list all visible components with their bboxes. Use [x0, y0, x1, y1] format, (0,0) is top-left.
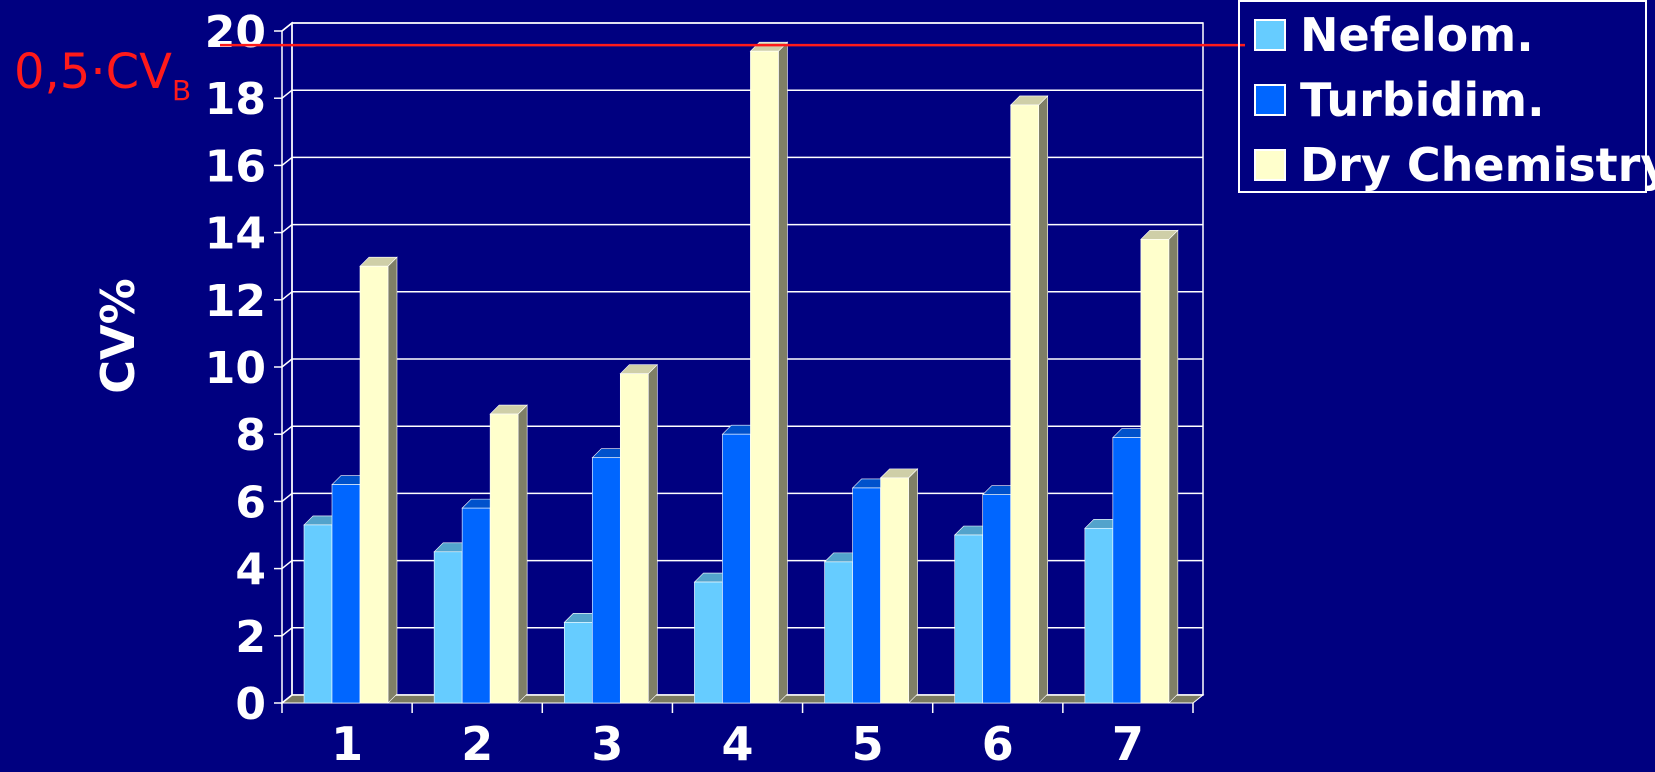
- gridline-depth: [281, 224, 293, 234]
- bar: [303, 524, 333, 704]
- bar: [1084, 527, 1114, 704]
- gridline-depth: [281, 425, 293, 435]
- y-tick-label: 4: [235, 545, 266, 596]
- x-tick-label: 7: [1112, 717, 1144, 768]
- bar-side: [517, 404, 528, 704]
- y-tick-label: 8: [235, 410, 266, 461]
- gridline-depth: [281, 560, 293, 570]
- reference-line-label: 0,5·CVB: [14, 44, 191, 107]
- y-tick-label: 12: [205, 276, 266, 327]
- legend-item-nefelom: Nefelom.: [1254, 8, 1534, 62]
- x-tick-label: 6: [982, 717, 1014, 768]
- bar: [750, 50, 779, 704]
- bar: [722, 433, 751, 704]
- y-tick-label: 2: [235, 612, 266, 663]
- bar: [694, 581, 723, 704]
- bar: [591, 457, 621, 704]
- x-tick-label: 1: [331, 717, 363, 768]
- legend-item-turbidim: Turbidim.: [1254, 73, 1545, 127]
- bar-side: [647, 363, 658, 704]
- bar: [331, 484, 361, 704]
- gridline-depth: [281, 89, 293, 99]
- bar: [824, 561, 853, 704]
- bar: [982, 494, 1012, 704]
- y-axis-label: CV%: [91, 278, 145, 394]
- bar: [433, 551, 463, 704]
- legend: Nefelom. Turbidim. Dry Chemistry: [1238, 0, 1655, 193]
- legend-label-turbidim: Turbidim.: [1300, 73, 1545, 127]
- y-tick-label: 10: [205, 343, 266, 394]
- bar-side: [1038, 95, 1049, 704]
- y-tick-label: 16: [205, 141, 266, 192]
- bar: [359, 265, 389, 704]
- gridline-depth: [281, 22, 293, 32]
- gridline-depth: [281, 156, 293, 166]
- legend-swatch-nefelom: [1254, 19, 1286, 51]
- y-tick-label: 6: [235, 477, 266, 528]
- bar-side: [1168, 229, 1179, 704]
- gridline-depth: [281, 492, 293, 502]
- legend-label-nefelom: Nefelom.: [1300, 8, 1534, 62]
- bar-side: [908, 468, 918, 704]
- legend-label-dry-chemistry: Dry Chemistry: [1300, 138, 1655, 192]
- gridline-depth: [281, 627, 293, 637]
- y-tick-label: 20: [205, 7, 266, 58]
- gridline-depth: [281, 291, 293, 301]
- bar: [1140, 239, 1170, 704]
- bar: [954, 534, 984, 704]
- gridline-depth: [281, 358, 293, 368]
- y-tick-label: 14: [205, 209, 266, 260]
- bar: [1112, 437, 1142, 704]
- bar: [1010, 104, 1040, 704]
- bar: [880, 477, 909, 704]
- x-tick-label: 3: [591, 717, 623, 768]
- x-tick-label: 4: [721, 717, 753, 768]
- legend-item-dry-chemistry: Dry Chemistry: [1254, 138, 1655, 192]
- x-tick-label: 2: [461, 717, 493, 768]
- bar: [489, 413, 519, 704]
- x-tick-label: 5: [852, 717, 884, 768]
- bar: [563, 622, 593, 704]
- reference-line-label-sub: B: [171, 74, 192, 107]
- bar-side: [778, 41, 788, 704]
- bar: [852, 487, 881, 704]
- y-tick-label: 0: [235, 679, 266, 730]
- bar: [619, 373, 649, 704]
- legend-swatch-dry-chemistry: [1254, 149, 1286, 181]
- bar-side: [387, 256, 398, 704]
- y-tick-label: 18: [205, 74, 266, 125]
- reference-line-label-main: 0,5·CV: [14, 44, 172, 100]
- gridline-depth: [281, 694, 293, 704]
- bar: [461, 507, 491, 704]
- legend-swatch-turbidim: [1254, 84, 1286, 116]
